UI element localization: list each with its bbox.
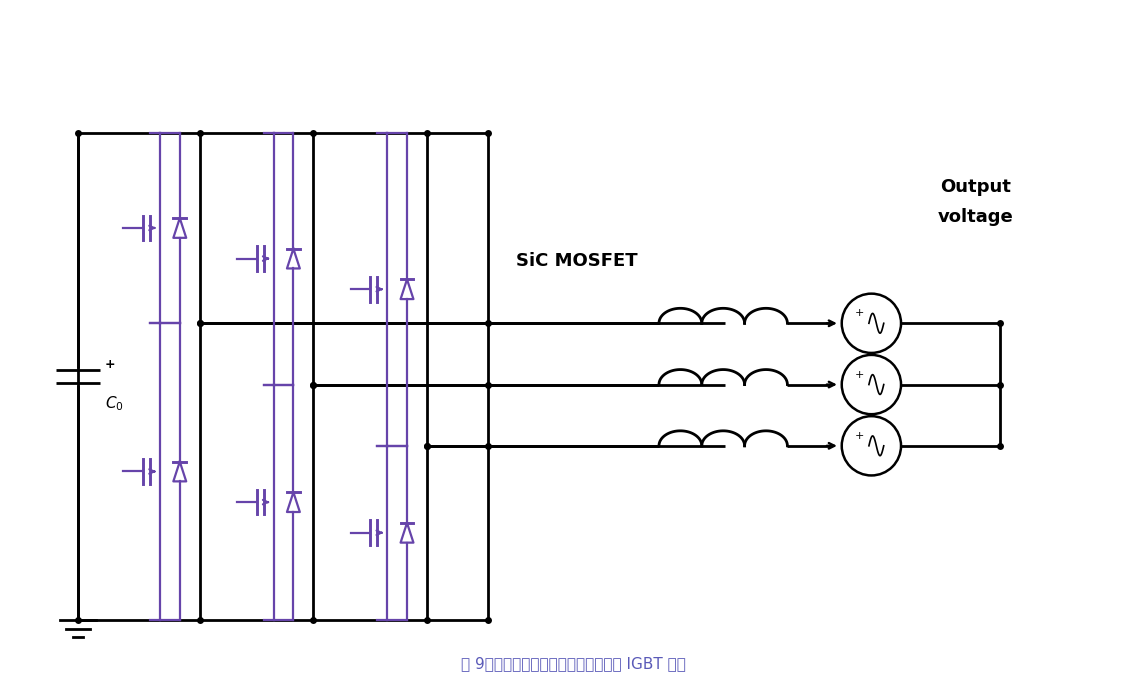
Text: voltage: voltage xyxy=(937,208,1013,226)
Text: +: + xyxy=(855,309,864,318)
Text: SiC MOSFET: SiC MOSFET xyxy=(516,252,638,270)
Text: $C_0$: $C_0$ xyxy=(104,395,124,413)
Text: +: + xyxy=(855,370,864,379)
Text: +: + xyxy=(104,359,116,371)
Text: 图 9：在逆变器级中用碳化硅开关取代 IGBT 开关: 图 9：在逆变器级中用碳化硅开关取代 IGBT 开关 xyxy=(461,655,686,671)
Text: +: + xyxy=(855,431,864,441)
Text: Output: Output xyxy=(939,178,1011,196)
